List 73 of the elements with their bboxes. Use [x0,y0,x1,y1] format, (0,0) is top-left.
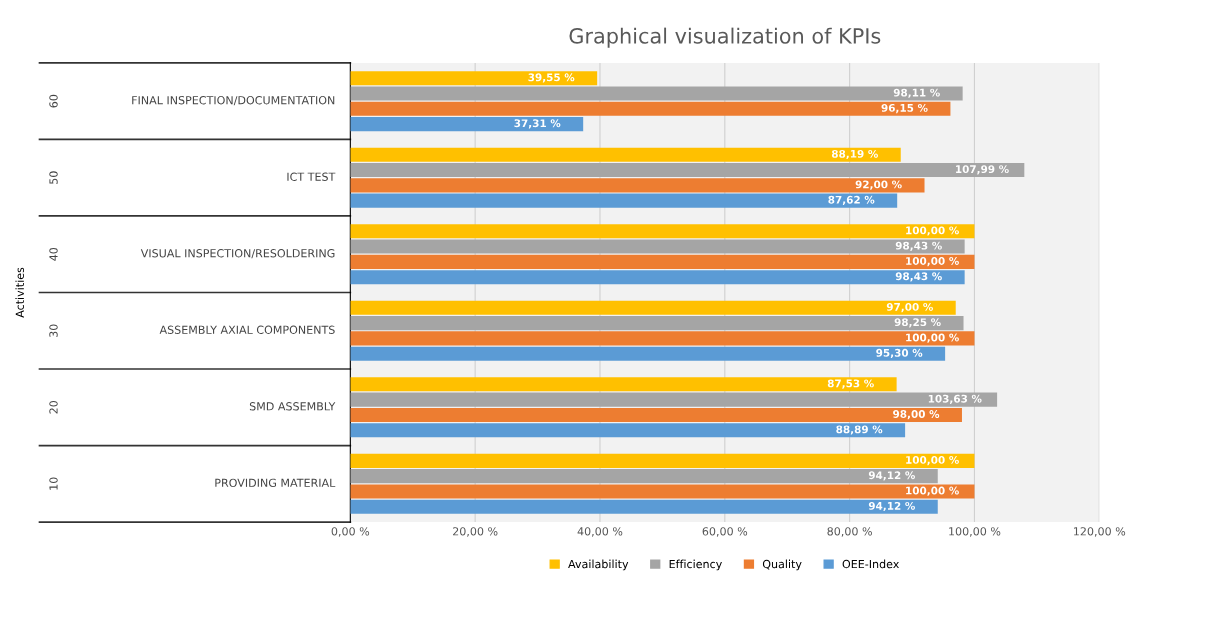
text: Activities [15,267,24,318]
text: 30 [49,324,58,337]
bar [350,147,901,162]
y-tick-label: PROVIDING MATERIAL [215,478,336,488]
data-label: 97,00 % [886,302,933,313]
y-tick-label: SMD ASSEMBLY [249,402,336,411]
data-label: 100,00 % [906,257,959,267]
bar [350,86,963,101]
x-tick-label: 40,00 % [577,527,623,537]
bar [350,331,975,346]
x-tick-label: 0,00 % [331,527,370,537]
bar [350,377,897,392]
bar [350,101,951,116]
data-label: 95,30 % [876,348,923,359]
data-label: 98,11 % [893,88,940,98]
bar [350,270,965,285]
data-label: 96,15 % [881,103,928,114]
data-label: 98,43 % [895,241,942,251]
x-tick-label: 60,00 % [702,527,748,537]
data-label: 98,00 % [893,410,940,420]
data-label: 100,00 % [906,455,959,466]
data-label: 100,00 % [906,333,959,343]
data-label: 100,00 % [906,486,959,496]
bar [350,239,965,254]
data-label: 107,99 % [956,165,1009,175]
bar [350,453,975,468]
data-label: 98,25 % [894,318,941,328]
text: 10 [49,477,58,490]
y-tick-label: VISUAL INSPECTION/RESOLDERING [140,249,335,259]
text: 60 [49,94,58,108]
bar [350,178,925,193]
bar [350,484,975,499]
legend-label: Quality [762,559,802,571]
data-label: 98,43 % [895,272,942,282]
bar [350,163,1025,178]
x-tick-label: 20,00 % [453,527,498,537]
y-tick-label: FINAL INSPECTION/DOCUMENTATION [132,95,335,106]
data-label: 94,12 % [868,471,915,481]
chart-title: Graphical visualization of KPIs [569,27,881,48]
bar [350,423,906,438]
bar [350,499,938,514]
bar [350,71,598,86]
data-label: 94,12 % [868,501,915,512]
text: 20 [49,400,58,414]
bar [350,346,946,361]
bar [350,224,975,239]
x-tick-label: 100,00 % [949,527,1001,537]
text: 40 [49,247,58,261]
data-label: 39,55 % [528,73,575,83]
legend-label: OEE-Index [842,559,899,569]
x-tick-label: 120,00 % [1074,527,1126,537]
data-label: 103,63 % [928,394,982,404]
legend-label: Efficiency [669,559,722,571]
bar [350,316,964,331]
bar [350,254,975,269]
data-label: 92,00 % [855,180,902,190]
data-label: 88,19 % [831,149,878,160]
data-label: 100,00 % [906,226,959,236]
y-tick-label: ICT TEST [287,172,336,181]
bar [350,392,998,407]
text: 50 [49,171,58,184]
bar [350,193,898,208]
y-tick-label: ASSEMBLY AXIAL COMPONENTS [159,325,335,334]
bar [350,117,584,132]
data-label: 37,31 % [514,119,561,129]
data-label: 88,89 % [836,425,883,435]
data-label: 87,62 % [828,195,875,205]
legend-label: Availability [568,559,629,571]
bar [350,300,956,315]
bar [350,469,938,484]
bar [350,407,962,422]
x-tick-label: 80,00 % [827,527,872,537]
data-label: 87,53 % [827,379,874,389]
